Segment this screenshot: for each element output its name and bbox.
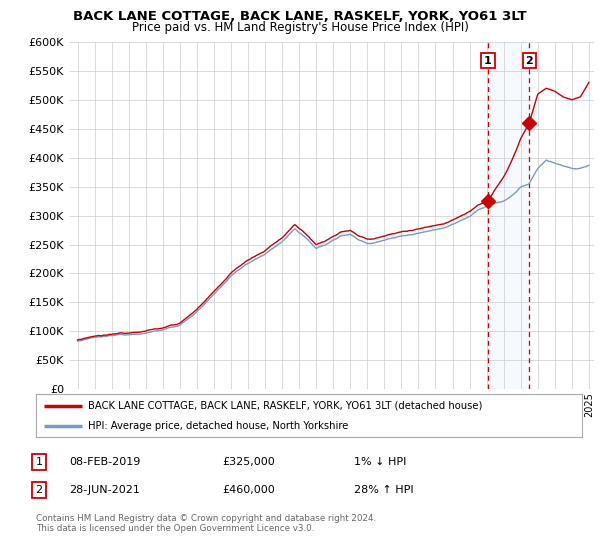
Text: 28% ↑ HPI: 28% ↑ HPI [354, 485, 413, 495]
Text: 1% ↓ HPI: 1% ↓ HPI [354, 457, 406, 467]
Text: 1: 1 [484, 55, 492, 66]
Text: 08-FEB-2019: 08-FEB-2019 [69, 457, 140, 467]
Text: BACK LANE COTTAGE, BACK LANE, RASKELF, YORK, YO61 3LT: BACK LANE COTTAGE, BACK LANE, RASKELF, Y… [73, 10, 527, 23]
Text: £325,000: £325,000 [222, 457, 275, 467]
Bar [488, 42, 529, 389]
Text: 1: 1 [35, 457, 43, 467]
Text: HPI: Average price, detached house, North Yorkshire: HPI: Average price, detached house, Nort… [88, 421, 348, 431]
Text: £460,000: £460,000 [222, 485, 275, 495]
Text: 2: 2 [526, 55, 533, 66]
Text: 28-JUN-2021: 28-JUN-2021 [69, 485, 140, 495]
Text: BACK LANE COTTAGE, BACK LANE, RASKELF, YORK, YO61 3LT (detached house): BACK LANE COTTAGE, BACK LANE, RASKELF, Y… [88, 401, 482, 410]
Text: 2: 2 [35, 485, 43, 495]
Text: Price paid vs. HM Land Registry's House Price Index (HPI): Price paid vs. HM Land Registry's House … [131, 21, 469, 34]
Text: Contains HM Land Registry data © Crown copyright and database right 2024.
This d: Contains HM Land Registry data © Crown c… [36, 514, 376, 534]
